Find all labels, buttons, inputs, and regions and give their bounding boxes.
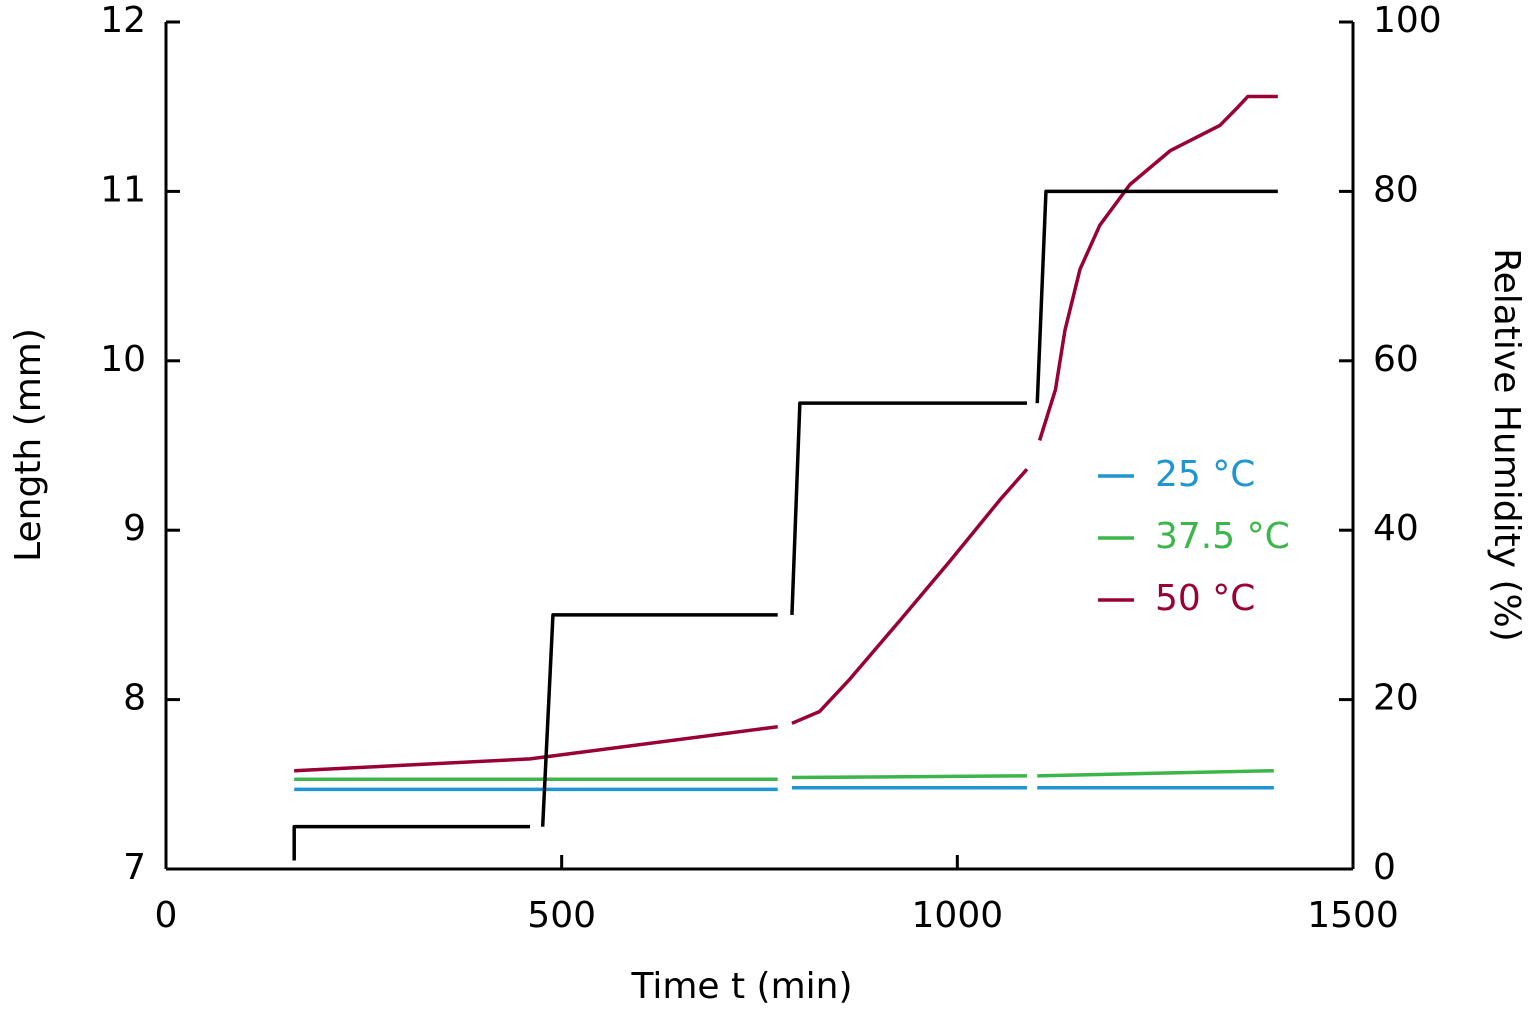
line-series (294, 94, 1278, 773)
legend-label: 37.5 °C (1155, 516, 1290, 557)
x-axis-label: Time t (min) (630, 966, 852, 1007)
line-series (292, 189, 1278, 861)
line-series (294, 768, 1274, 781)
y2-tick-label: 80 (1373, 169, 1419, 210)
y2-tick-label: 20 (1373, 678, 1419, 719)
y2-tick-label: 60 (1373, 339, 1419, 380)
x-tick-label: 0 (155, 895, 178, 936)
x-tick-label: 1000 (912, 895, 1004, 936)
y2-tick-label: 0 (1373, 847, 1396, 888)
x-tick-label: 1500 (1307, 895, 1399, 936)
y2-tick-label: 100 (1373, 0, 1442, 41)
y-tick-label: 10 (100, 339, 146, 380)
y2-tick-label: 40 (1373, 508, 1419, 549)
legend-label: 50 °C (1155, 578, 1255, 619)
y-axis-label: Length (mm) (8, 328, 49, 562)
line-series (294, 785, 1274, 792)
y-tick-label: 9 (123, 508, 146, 549)
y-tick-label: 12 (100, 0, 146, 41)
y-tick-label: 11 (100, 169, 146, 210)
x-tick-label: 500 (527, 895, 596, 936)
y-tick-label: 7 (123, 847, 146, 888)
y-tick-label: 8 (123, 678, 146, 719)
y2-axis-label: Relative Humidity (%) (1486, 248, 1527, 642)
legend-label: 25 °C (1155, 454, 1255, 495)
